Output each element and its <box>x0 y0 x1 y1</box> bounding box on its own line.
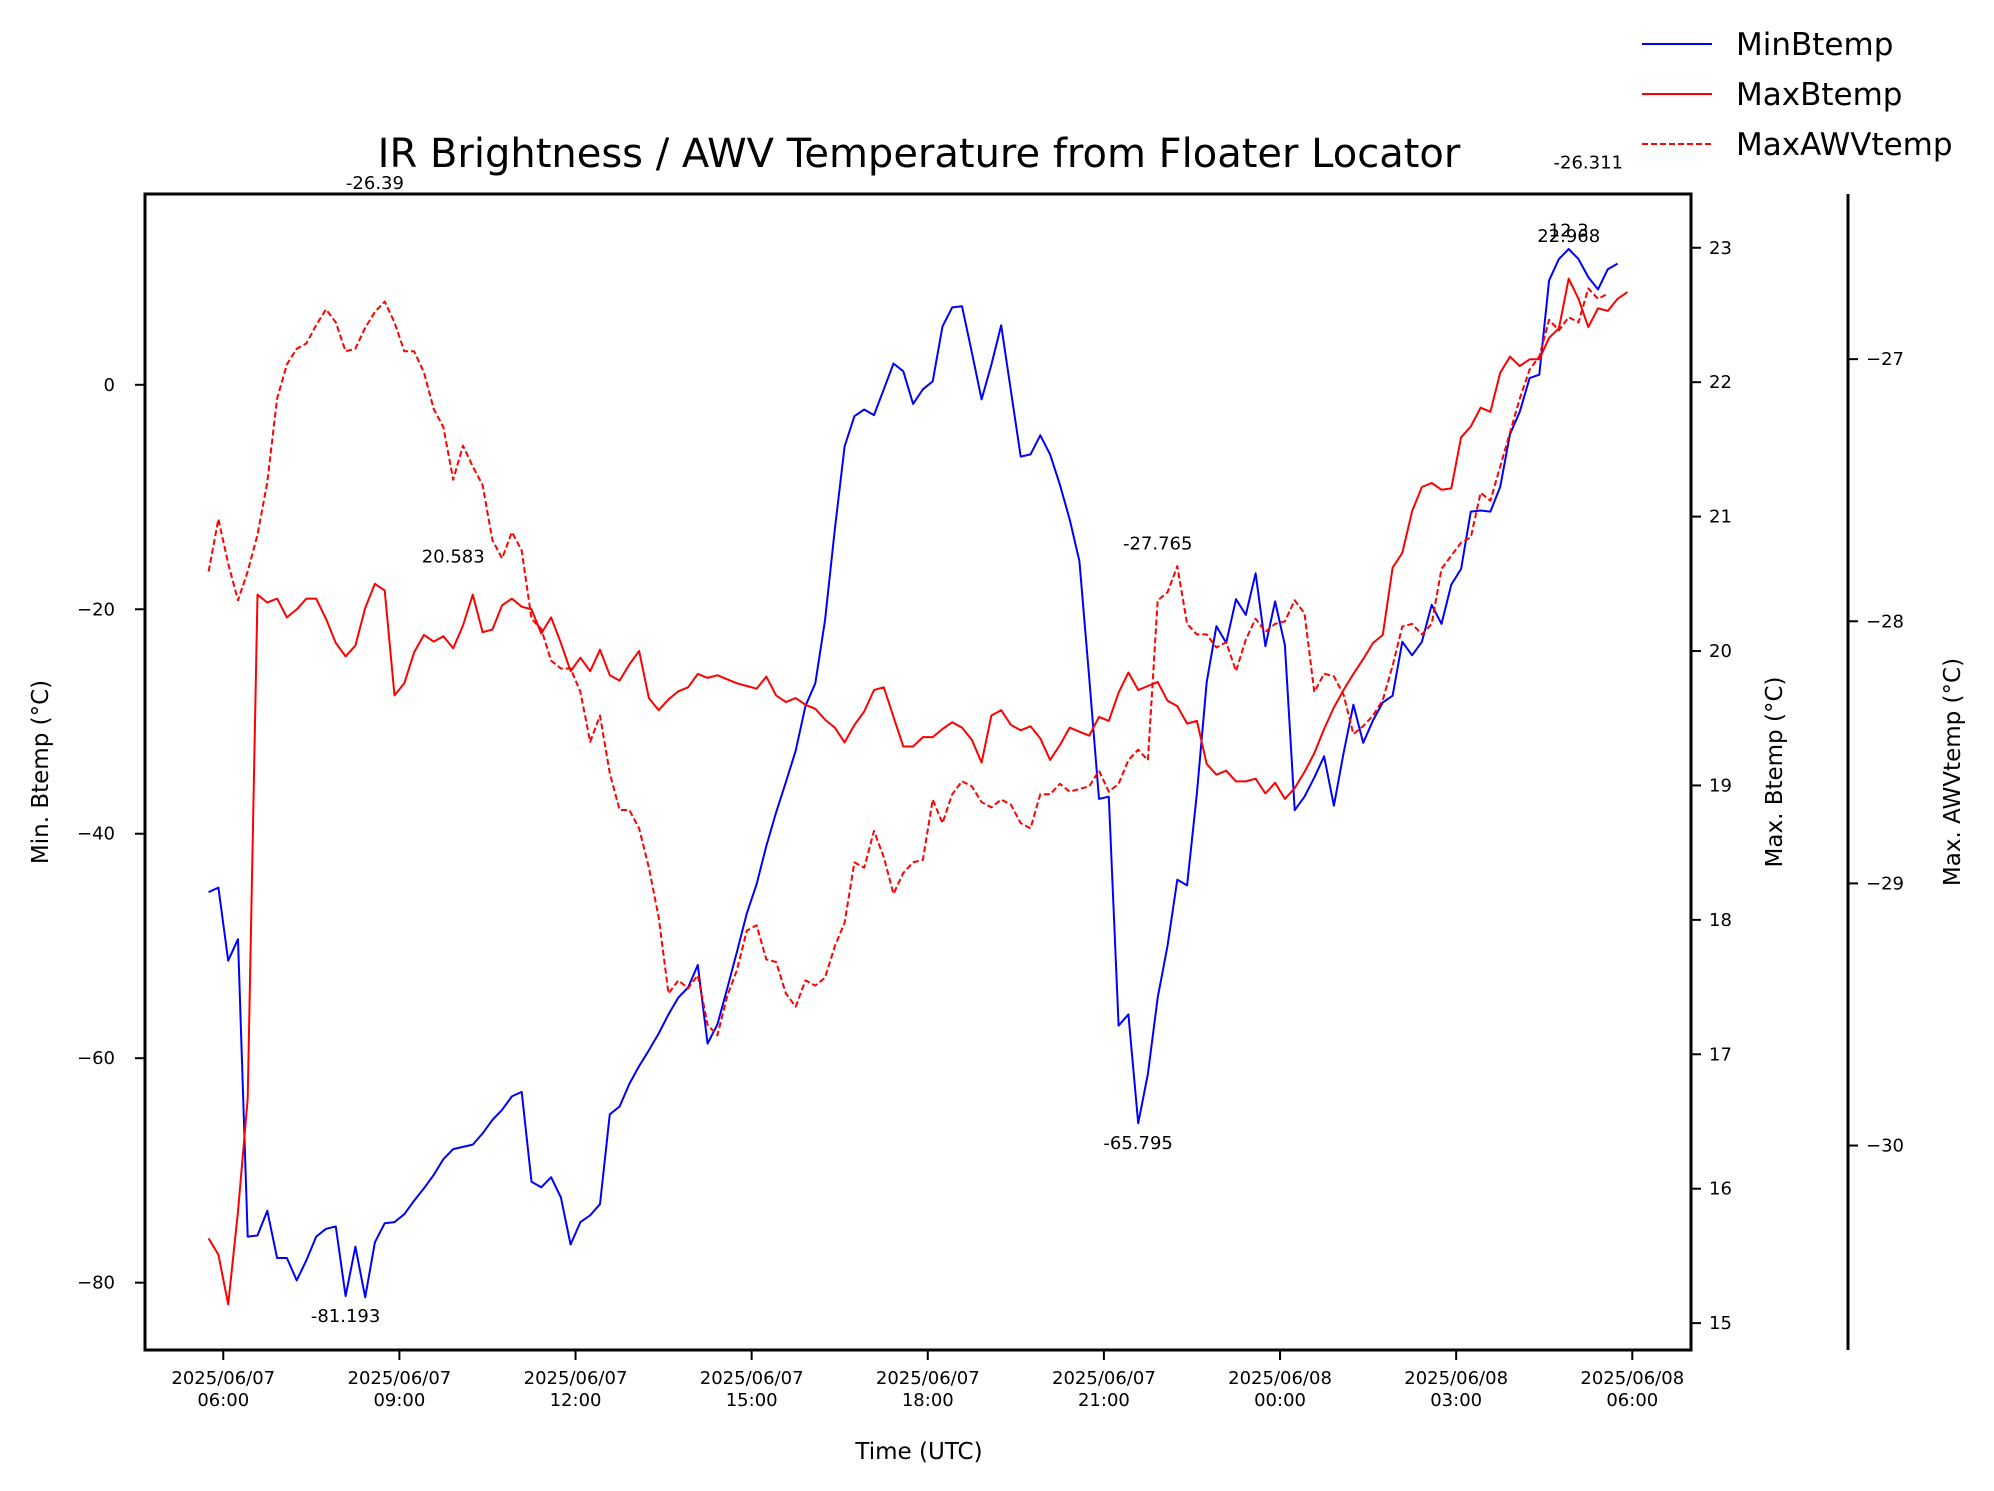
series-line-maxawvtemp <box>207 287 1609 1037</box>
x-tick-label-time: 18:00 <box>902 1390 954 1411</box>
min-btemp-tick-label: −40 <box>77 824 115 845</box>
max-btemp-tick-label: 21 <box>1709 507 1732 528</box>
max-btemp-tick-label: 22 <box>1709 372 1732 393</box>
legend-label-minbtemp: MinBtemp <box>1736 27 1893 63</box>
min-btemp-tick-label: −60 <box>77 1048 115 1069</box>
max-awvtemp-tick-label: −27 <box>1866 349 1904 370</box>
min-btemp-tick-label: −20 <box>77 599 115 620</box>
annotation-label: -65.795 <box>1103 1133 1172 1154</box>
series-line-minbtemp <box>208 248 1619 1299</box>
max-btemp-axis-label: Max. Btemp (°C) <box>1762 677 1788 868</box>
max-btemp-tick-label: 20 <box>1709 641 1732 662</box>
legend: MinBtemp MaxBtemp MaxAWVtemp <box>1642 27 1953 163</box>
annotation-label: -81.193 <box>311 1306 380 1327</box>
min-btemp-tick-label: 0 <box>104 375 115 396</box>
max-btemp-tick-label: 23 <box>1709 238 1732 259</box>
min-btemp-axis-label: Min. Btemp (°C) <box>28 680 54 864</box>
series-line-maxbtemp <box>207 277 1628 1306</box>
x-tick-label-date: 2025/06/07 <box>171 1368 275 1389</box>
annotation-label: 22.968 <box>1537 226 1600 247</box>
max-btemp-axis: 15 16 17 18 19 20 21 22 23 <box>1691 238 1732 1334</box>
legend-label-maxawvtemp: MaxAWVtemp <box>1736 127 1953 163</box>
annotation-label: 20.583 <box>422 547 485 568</box>
x-tick-label-date: 2025/06/08 <box>1404 1368 1508 1389</box>
x-tick-label-time: 09:00 <box>373 1390 425 1411</box>
max-btemp-tick-label: 17 <box>1709 1044 1732 1065</box>
max-awvtemp-axis: −30 −29 −28 −27 <box>1846 194 1904 1350</box>
max-btemp-tick-label: 16 <box>1709 1179 1732 1200</box>
x-tick-label-time: 00:00 <box>1254 1390 1306 1411</box>
x-tick-label-date: 2025/06/07 <box>700 1368 804 1389</box>
x-tick-label-time: 21:00 <box>1078 1390 1130 1411</box>
chart-title: IR Brightness / AWV Temperature from Flo… <box>378 131 1461 177</box>
annotation-label: 12.3 <box>1549 221 1589 242</box>
x-axis: 2025/06/0706:002025/06/0709:002025/06/07… <box>171 1350 1684 1411</box>
x-axis-label: Time (UTC) <box>854 1439 982 1465</box>
annotation-label: -26.39 <box>346 173 404 194</box>
x-tick-label-date: 2025/06/08 <box>1228 1368 1332 1389</box>
x-tick-label-date: 2025/06/07 <box>1052 1368 1156 1389</box>
min-btemp-tick-label: −80 <box>77 1273 115 1294</box>
max-awvtemp-tick-label: −30 <box>1866 1136 1904 1157</box>
series-layer <box>207 248 1628 1306</box>
annotation-label: -26.311 <box>1554 153 1623 174</box>
max-awvtemp-tick-label: −29 <box>1866 873 1904 894</box>
plot-frame <box>143 192 1693 1352</box>
x-tick-label-date: 2025/06/07 <box>348 1368 452 1389</box>
min-btemp-axis: −80 −60 −40 −20 0 <box>77 375 145 1294</box>
x-tick-label-time: 06:00 <box>197 1390 249 1411</box>
x-tick-label-time: 03:00 <box>1430 1390 1482 1411</box>
annotation-layer: -26.39 20.583 -27.765 -81.193 -65.795 22.968 -… <box>311 153 1623 1328</box>
max-awvtemp-axis-label: Max. AWVtemp (°C) <box>1940 658 1966 886</box>
x-tick-label-time: 12:00 <box>550 1390 602 1411</box>
annotation-label: -27.765 <box>1123 534 1192 555</box>
max-btemp-tick-label: 15 <box>1709 1313 1732 1334</box>
x-tick-label-time: 06:00 <box>1606 1390 1658 1411</box>
legend-label-maxbtemp: MaxBtemp <box>1736 77 1902 113</box>
max-btemp-tick-label: 19 <box>1709 775 1732 796</box>
x-tick-label-date: 2025/06/08 <box>1580 1368 1684 1389</box>
max-awvtemp-tick-label: −28 <box>1866 611 1904 632</box>
x-tick-label-date: 2025/06/07 <box>524 1368 628 1389</box>
x-tick-label-time: 15:00 <box>726 1390 778 1411</box>
x-tick-label-date: 2025/06/07 <box>876 1368 980 1389</box>
max-btemp-tick-label: 18 <box>1709 910 1732 931</box>
